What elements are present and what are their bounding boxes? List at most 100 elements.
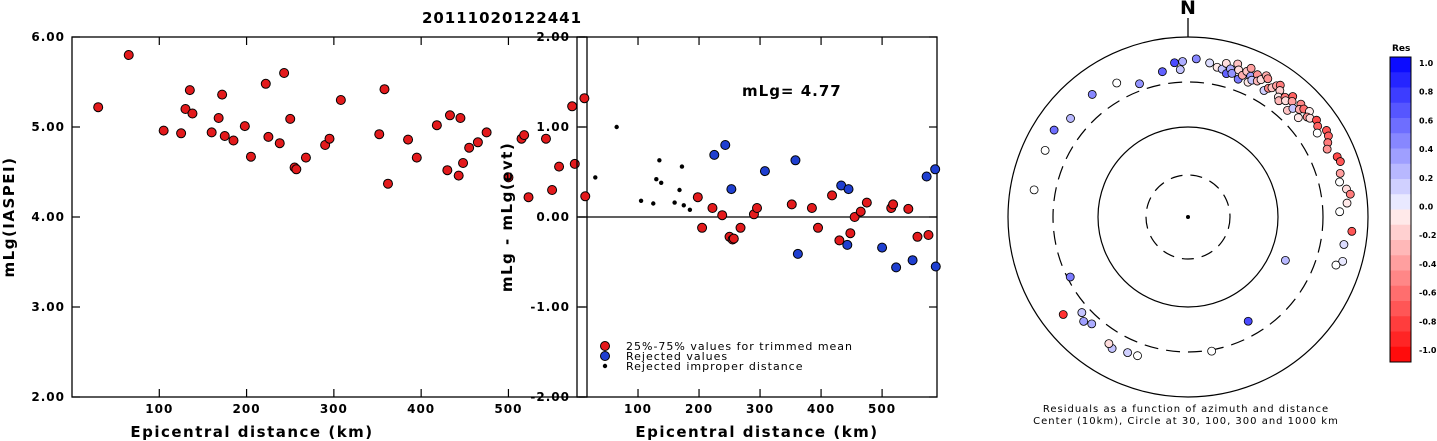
data-point bbox=[554, 161, 565, 172]
data-point bbox=[93, 102, 104, 113]
data-point bbox=[735, 222, 746, 233]
data-point bbox=[1058, 310, 1068, 319]
x-tick-label: 200 bbox=[233, 402, 261, 416]
data-point bbox=[324, 133, 335, 144]
x-tick-label: 400 bbox=[407, 402, 435, 416]
colorbar-cell bbox=[1390, 194, 1411, 210]
data-point bbox=[579, 93, 590, 104]
data-point bbox=[877, 242, 888, 253]
data-point bbox=[547, 185, 558, 195]
colorbar-label: -0.4 bbox=[1419, 260, 1437, 269]
mlg-annotation: mLg= 4.77 bbox=[742, 82, 842, 100]
panel-mlg-residual: -2.00 -1.00 0.00 1.00 2.00 100 200 300 400 500 m… bbox=[498, 30, 941, 441]
data-point bbox=[279, 68, 290, 78]
data-point bbox=[1079, 316, 1089, 326]
colorbar: Res 1.0 0.8 0.6 0.4 0.2 0.0 -0.2 -0.4 -0.6 -0.8 -1… bbox=[1389, 44, 1437, 363]
north-label: N bbox=[1180, 0, 1196, 19]
data-point bbox=[503, 172, 514, 183]
x-ticks: 100 200 300 400 500 bbox=[624, 37, 895, 416]
data-point bbox=[1135, 79, 1144, 89]
data-point bbox=[726, 184, 737, 195]
data-point bbox=[654, 177, 659, 182]
data-point bbox=[374, 129, 385, 140]
data-point bbox=[672, 200, 677, 205]
data-point bbox=[1335, 168, 1345, 178]
data-point bbox=[638, 198, 644, 203]
data-point bbox=[813, 222, 824, 233]
data-point bbox=[1347, 226, 1357, 236]
data-point bbox=[540, 133, 551, 144]
data-point bbox=[843, 184, 854, 195]
data-point bbox=[1338, 256, 1348, 266]
colorbar-cell bbox=[1390, 331, 1411, 348]
panel-azimuth-polar: N Residuals as a function of azimuth and… bbox=[1007, 0, 1369, 427]
data-point bbox=[677, 187, 682, 193]
data-point bbox=[1175, 65, 1185, 75]
data-point bbox=[720, 140, 731, 150]
data-point bbox=[379, 84, 390, 95]
colorbar-label: -0.2 bbox=[1419, 231, 1437, 240]
data-point bbox=[903, 203, 914, 214]
data-point bbox=[382, 178, 393, 189]
data-point bbox=[1029, 185, 1039, 195]
x-tick-label: 300 bbox=[746, 402, 774, 416]
data-point bbox=[707, 203, 718, 213]
colorbar-cell bbox=[1390, 240, 1411, 256]
colorbar-label: -0.6 bbox=[1419, 289, 1437, 298]
colorbar-label: 0.6 bbox=[1419, 116, 1434, 125]
y-tick-label: 5.00 bbox=[31, 120, 65, 134]
data-point bbox=[786, 199, 797, 210]
data-point bbox=[930, 261, 941, 272]
colorbar-cell bbox=[1390, 255, 1411, 271]
y-ticks: -2.00 -1.00 0.00 1.00 2.00 bbox=[530, 30, 937, 404]
data-point bbox=[1280, 255, 1290, 265]
data-point bbox=[1331, 260, 1341, 270]
y-tick-label: 0.00 bbox=[536, 210, 570, 224]
data-point bbox=[728, 233, 739, 244]
data-point bbox=[687, 207, 693, 212]
data-point bbox=[1293, 113, 1303, 123]
data-point bbox=[580, 191, 591, 202]
data-point bbox=[1335, 177, 1344, 187]
data-point bbox=[260, 78, 271, 89]
x-tick-label: 500 bbox=[494, 402, 522, 416]
colorbar-cell bbox=[1390, 72, 1411, 88]
data-point bbox=[567, 101, 578, 112]
data-point bbox=[1312, 128, 1322, 138]
y-ticks: 2.00 3.00 4.00 5.00 6.00 bbox=[31, 30, 587, 404]
circle-30km bbox=[1145, 174, 1231, 260]
data-point bbox=[228, 135, 239, 146]
data-point bbox=[842, 239, 853, 250]
data-point bbox=[1322, 144, 1332, 154]
legend-label-rejected: Rejected values bbox=[626, 350, 728, 363]
data-point bbox=[219, 131, 230, 141]
data-point bbox=[300, 152, 311, 163]
data-point bbox=[1112, 78, 1122, 88]
data-point bbox=[285, 113, 296, 124]
circle-100km bbox=[1097, 126, 1279, 308]
y-axis-label: mLg - mLg(evt) bbox=[498, 142, 516, 292]
data-point bbox=[1243, 316, 1253, 326]
data-point bbox=[657, 158, 662, 163]
center-marker bbox=[1186, 215, 1190, 219]
colorbar-title: Res bbox=[1392, 44, 1410, 54]
data-point bbox=[1191, 54, 1201, 64]
data-point bbox=[1049, 125, 1059, 135]
x-tick-label: 200 bbox=[685, 402, 713, 416]
colorbar-cell bbox=[1390, 270, 1411, 287]
colorbar-cell bbox=[1390, 301, 1411, 317]
data-point bbox=[481, 127, 492, 138]
colorbar-label: 0.8 bbox=[1419, 88, 1434, 97]
data-point bbox=[921, 171, 932, 182]
colorbar-label: -0.8 bbox=[1419, 317, 1437, 326]
data-point bbox=[806, 203, 817, 213]
data-point bbox=[1246, 63, 1256, 73]
data-point bbox=[697, 222, 708, 233]
data-point bbox=[442, 165, 453, 176]
y-axis-label: mLg(IASPEI) bbox=[0, 157, 18, 278]
data-point bbox=[569, 158, 580, 169]
colorbar-labels: 1.0 0.8 0.6 0.4 0.2 0.0 -0.2 -0.4 -0.6 -0.8 -1.0 bbox=[1419, 59, 1437, 355]
panel-mlg-iaspei: 2.00 3.00 4.00 5.00 6.00 100 200 300 400 500 Epi… bbox=[0, 30, 591, 441]
caption-line-2: Center (10km), Circle at 30, 100, 300 an… bbox=[1033, 416, 1339, 427]
data-point bbox=[411, 152, 422, 163]
